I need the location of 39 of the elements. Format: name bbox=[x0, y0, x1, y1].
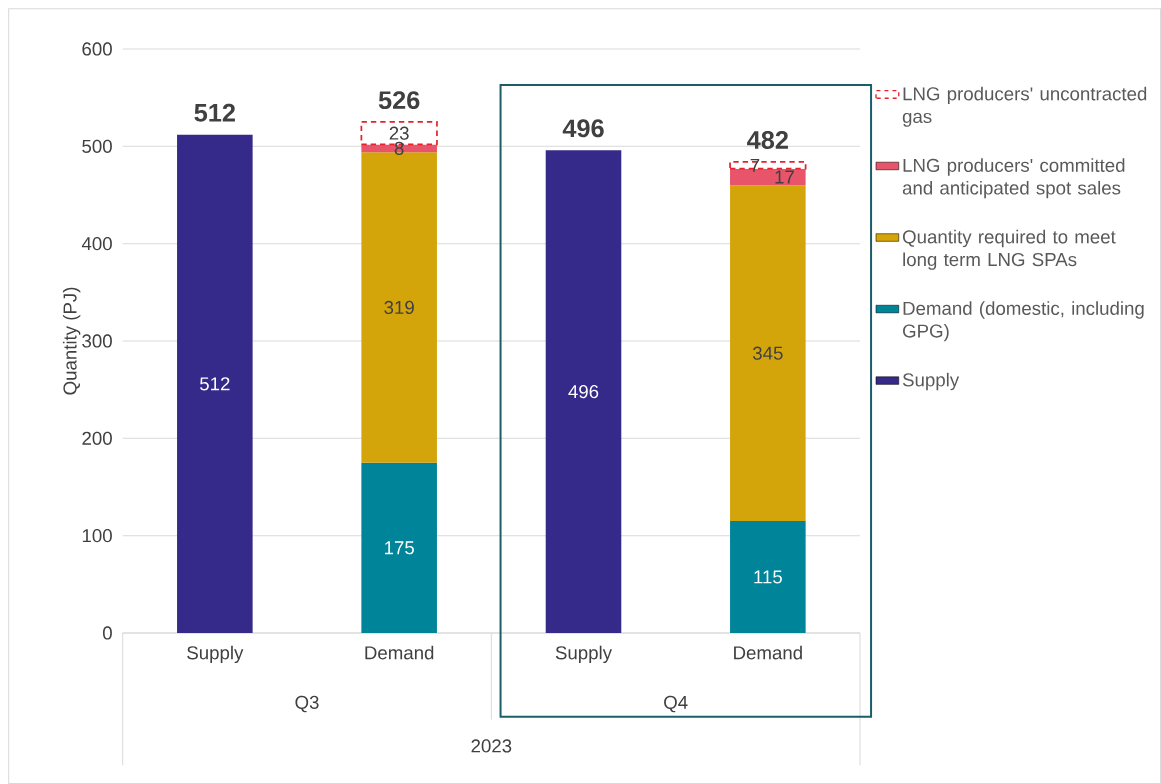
legend-label: Supply bbox=[902, 372, 960, 391]
total-label: 482 bbox=[747, 131, 788, 149]
y-axis-title: Quantity (PJ) bbox=[62, 287, 81, 395]
bar bbox=[177, 134, 253, 633]
bar bbox=[361, 462, 437, 633]
y-tick-label: 500 bbox=[82, 139, 112, 153]
x-tick-label: Demand bbox=[734, 645, 802, 660]
text: 2023 bbox=[471, 739, 512, 753]
y-tick-label: 400 bbox=[81, 237, 112, 251]
y-tick-label: 0 bbox=[102, 626, 112, 640]
bar bbox=[545, 150, 622, 633]
data-label: 496 bbox=[568, 384, 599, 399]
data-label: 175 bbox=[385, 541, 414, 555]
data-label: 23 bbox=[389, 126, 409, 140]
text: Q4 bbox=[664, 695, 688, 713]
bar bbox=[730, 521, 806, 633]
legend-label: Demand (domestic, including GPG) bbox=[903, 301, 1144, 342]
data-label: 8 bbox=[394, 141, 404, 155]
bar bbox=[729, 161, 807, 170]
legend-label: LNG producers' committed and anticipated spot sales bbox=[902, 158, 1125, 199]
bar bbox=[730, 185, 806, 522]
legend-label: LNG producers' uncontracted gas bbox=[902, 86, 1147, 127]
data-label: 319 bbox=[384, 300, 414, 315]
x-tick-label: Supply bbox=[187, 645, 244, 664]
y-tick-label: 200 bbox=[82, 431, 112, 445]
data-label: 115 bbox=[754, 570, 782, 584]
total-label: 496 bbox=[562, 119, 604, 138]
data-label: 512 bbox=[200, 377, 230, 391]
y-tick-label: 100 bbox=[82, 529, 112, 543]
y-tick-label: 600 bbox=[82, 42, 112, 56]
y-tick-label: 300 bbox=[82, 334, 112, 348]
data-label: 17 bbox=[775, 170, 794, 184]
data-label: 345 bbox=[752, 346, 783, 360]
legend-label: Quantity required to meet long term LNG SPAs bbox=[902, 229, 1116, 270]
x-tick-label: Demand bbox=[365, 645, 434, 660]
total-label: 526 bbox=[378, 91, 420, 110]
text: Q3 bbox=[295, 695, 319, 713]
x-tick-label: Supply bbox=[555, 645, 612, 664]
total-label: 512 bbox=[194, 103, 235, 122]
